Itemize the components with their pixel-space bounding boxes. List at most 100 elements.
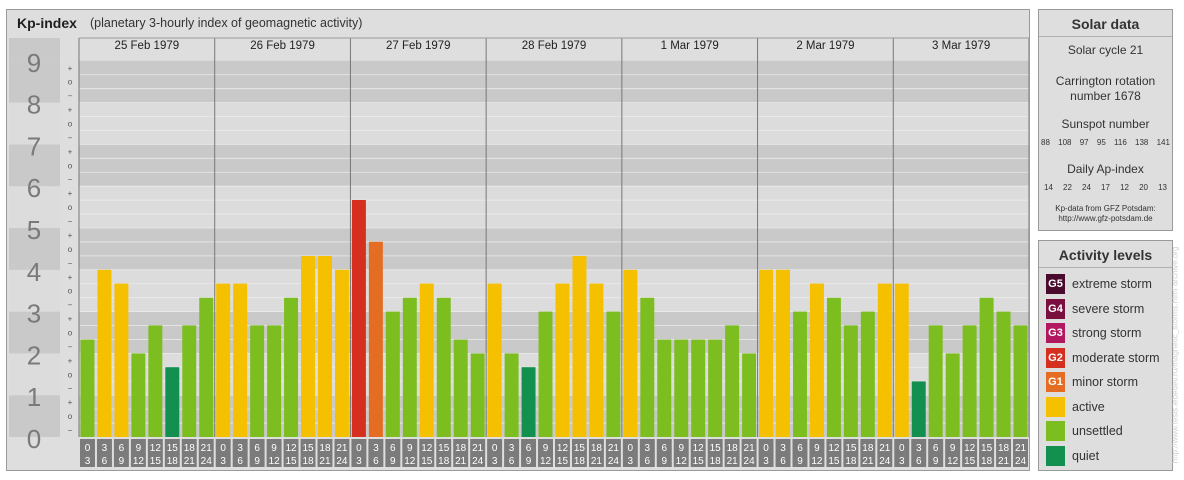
kp-bar <box>962 325 977 437</box>
hour-start-label: 0 <box>356 443 362 454</box>
y-axis-band <box>9 38 60 61</box>
hour-end-label: 9 <box>119 456 125 467</box>
hour-start-label: 3 <box>509 443 515 454</box>
hour-cell <box>690 439 706 467</box>
kp-bar <box>877 283 892 437</box>
thirds-label: + <box>68 273 73 282</box>
ap-value: 22 <box>1063 183 1072 192</box>
hour-start-label: 6 <box>661 443 667 454</box>
kp-bar <box>843 325 858 437</box>
hour-end-label: 18 <box>710 456 722 467</box>
hour-end-label: 3 <box>356 456 362 467</box>
chart-subtitle: (planetary 3-hourly index of geomagnetic… <box>90 16 363 30</box>
hour-end-label: 6 <box>237 456 243 467</box>
thirds-label: − <box>68 301 73 310</box>
y-tick-label: 8 <box>27 90 41 120</box>
thirds-label: − <box>68 384 73 393</box>
y-tick-label: 1 <box>27 382 41 412</box>
hour-end-label: 12 <box>269 456 281 467</box>
hour-cell <box>979 439 995 467</box>
kp-bar <box>318 256 332 437</box>
hour-start-label: 18 <box>319 443 331 454</box>
kp-bar <box>97 269 112 437</box>
solar-data-title: Solar data <box>1071 16 1140 32</box>
hour-start-label: 18 <box>455 443 467 454</box>
thirds-label: o <box>68 245 73 254</box>
hour-end-label: 12 <box>404 456 416 467</box>
thirds-label: + <box>68 147 73 156</box>
y-tick-label: 2 <box>27 340 41 370</box>
hour-cell <box>792 439 808 467</box>
hour-cell <box>707 439 723 467</box>
activity-level-swatch: G4 <box>1046 298 1065 319</box>
hour-end-label: 9 <box>254 456 260 467</box>
kp-bar <box>674 339 689 437</box>
hour-cell <box>504 439 520 467</box>
y-axis-band <box>9 144 60 187</box>
hour-cell <box>656 439 672 467</box>
hour-end-label: 15 <box>150 456 162 467</box>
kp-bar <box>793 311 807 437</box>
hour-end-label: 3 <box>899 456 905 467</box>
thirds-label: o <box>68 287 73 296</box>
y-tick-label: 9 <box>27 48 41 78</box>
activity-level-swatch: G2 <box>1046 347 1065 368</box>
carrington-line1: Carrington rotation <box>1055 74 1156 88</box>
hour-start-label: 12 <box>150 443 162 454</box>
activity-level-label: minor storm <box>1072 375 1138 389</box>
solar-data-panel: Solar data Solar cycle 21 Carrington rot… <box>1038 9 1173 231</box>
kp-chart: 0123456789−o+−o+−o+−o+−o+−o+−o+−o+−o+25 … <box>9 37 1029 467</box>
thirds-label: o <box>68 203 73 212</box>
thirds-label: + <box>68 106 73 115</box>
hour-cell <box>181 439 197 467</box>
activity-level-swatch: G1 <box>1046 372 1065 392</box>
sunspot-value: 108 <box>1058 138 1072 147</box>
hour-start-label: 18 <box>184 443 196 454</box>
hour-cell <box>147 439 163 467</box>
hour-end-label: 6 <box>373 456 379 467</box>
hour-end-label: 12 <box>133 456 145 467</box>
hour-start-label: 12 <box>557 443 569 454</box>
ap-value: 17 <box>1101 183 1110 192</box>
thirds-label: + <box>68 189 73 198</box>
y-axis-band <box>9 269 60 312</box>
hour-end-label: 24 <box>201 456 213 467</box>
hour-start-label: 6 <box>254 443 260 454</box>
kp-bar <box>776 269 790 437</box>
sunspot-title: Sunspot number <box>1061 117 1150 131</box>
hour-end-label: 18 <box>167 456 179 467</box>
hour-start-label: 9 <box>407 443 413 454</box>
thirds-label: o <box>68 370 73 379</box>
hour-cell <box>419 439 435 467</box>
hour-cell <box>724 439 740 467</box>
hour-cell <box>80 439 95 467</box>
hour-end-label: 6 <box>780 456 786 467</box>
activity-level-swatch: G3 <box>1046 323 1065 343</box>
y-tick-label: 5 <box>27 215 41 245</box>
hour-start-label: 12 <box>964 443 976 454</box>
level-band <box>79 228 1029 270</box>
hour-cell <box>317 439 333 467</box>
kp-bar <box>860 311 875 437</box>
hour-end-label: 24 <box>879 456 891 467</box>
activity-level-swatch: G5 <box>1046 274 1065 294</box>
thirds-label: + <box>68 356 73 365</box>
hour-start-label: 21 <box>472 443 484 454</box>
hour-start-label: 6 <box>797 443 803 454</box>
kp-bar <box>742 353 757 437</box>
hour-end-label: 21 <box>591 456 603 467</box>
hour-start-label: 3 <box>102 443 108 454</box>
kp-bar <box>284 297 299 437</box>
sunspot-value: 97 <box>1079 138 1089 147</box>
hour-cell <box>351 439 367 467</box>
thirds-label: − <box>68 259 73 268</box>
hour-cell <box>164 439 180 467</box>
hour-end-label: 3 <box>492 456 498 467</box>
ap-value: 20 <box>1139 183 1148 192</box>
day-label: 3 Mar 1979 <box>932 40 990 52</box>
sunspot-values: 88 108 97 95 116 138 141 <box>1041 138 1170 147</box>
kp-bar <box>165 367 180 437</box>
hour-start-label: 3 <box>916 443 922 454</box>
hour-start-label: 9 <box>271 443 277 454</box>
y-tick-label: 7 <box>27 131 41 161</box>
